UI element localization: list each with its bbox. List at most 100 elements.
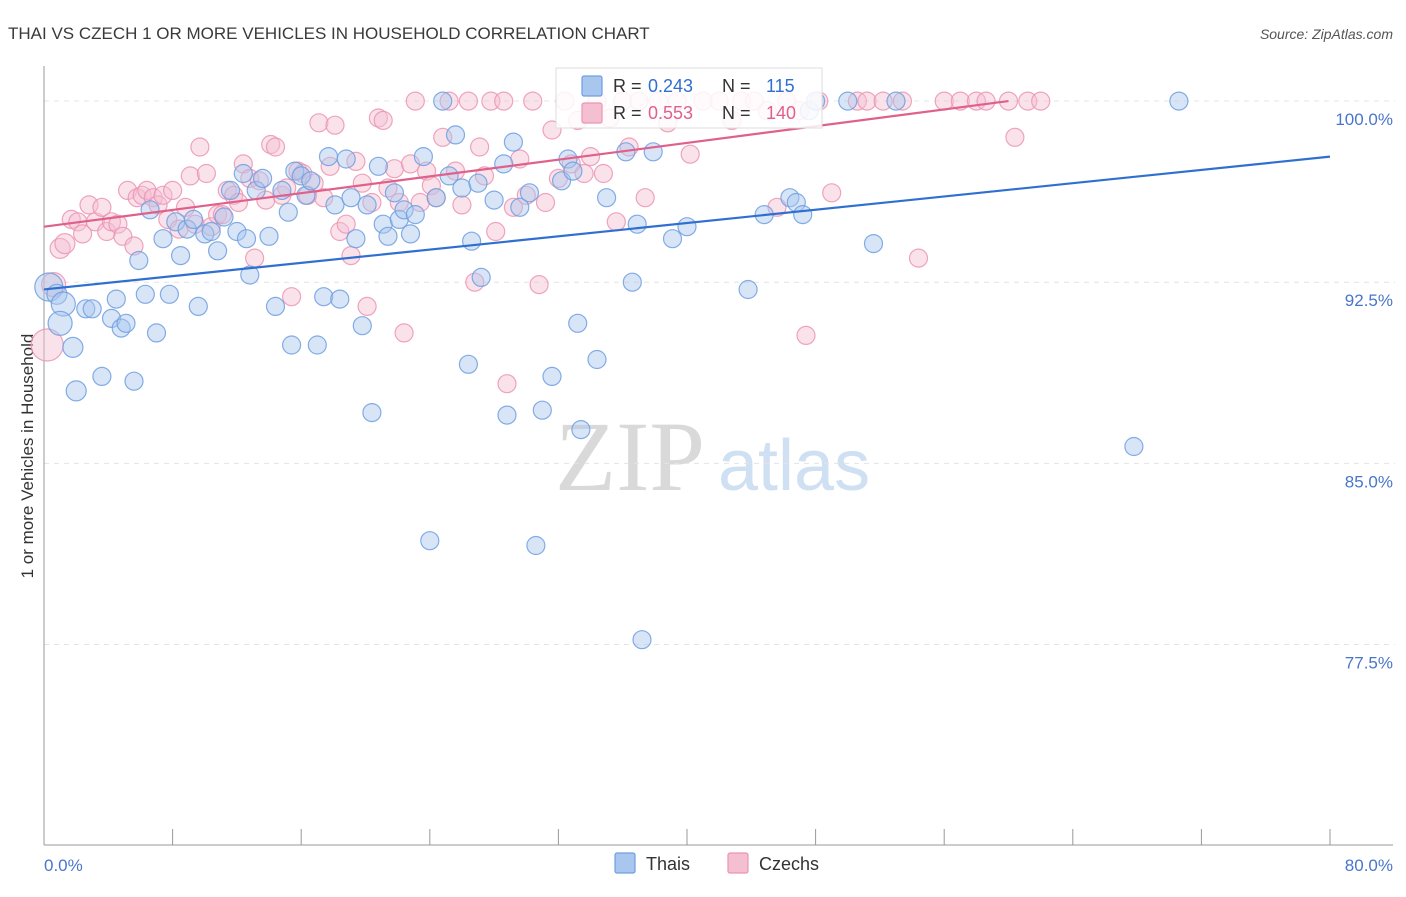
legend-n-value-czechs: 140 <box>766 103 796 123</box>
point-thais-83 <box>542 366 562 386</box>
bottom-legend-swatch-thais[interactable] <box>614 852 636 874</box>
point-thais-76 <box>494 154 514 174</box>
point-thais-88 <box>568 313 588 333</box>
point-czechs-82 <box>486 221 506 242</box>
bottom-legend-label-czechs[interactable]: Czechs <box>759 854 819 874</box>
chart-title: THAI VS CZECH 1 OR MORE VEHICLES IN HOUS… <box>8 24 650 43</box>
point-czechs-9 <box>92 197 112 217</box>
point-czechs-83 <box>494 91 514 111</box>
stats-legend: R = 0.243 N = 115 R = 0.553 N = 140 <box>555 67 823 129</box>
point-thais-92 <box>622 272 642 292</box>
point-thais-49 <box>330 289 350 309</box>
point-thais-77 <box>497 405 517 425</box>
point-czechs-58 <box>352 173 372 193</box>
point-czechs-132 <box>1005 127 1025 147</box>
point-thais-90 <box>596 188 617 208</box>
point-czechs-30 <box>201 217 221 237</box>
point-czechs-109 <box>680 144 700 164</box>
point-czechs-59 <box>357 296 377 316</box>
point-czechs-74 <box>439 91 459 111</box>
point-thais-71 <box>458 354 478 374</box>
point-czechs-6 <box>72 224 93 244</box>
point-czechs-85 <box>503 197 524 217</box>
point-czechs-16 <box>127 188 147 208</box>
point-thais-96 <box>662 229 683 249</box>
point-thais-102 <box>793 205 813 225</box>
point-thais-2 <box>50 291 76 317</box>
point-thais-75 <box>484 190 504 210</box>
point-thais-87 <box>571 420 591 440</box>
point-thais-54 <box>357 195 377 215</box>
point-thais-37 <box>265 296 286 316</box>
y-tick-label-1: 92.5% <box>1345 291 1393 310</box>
point-thais-59 <box>384 183 404 203</box>
point-czechs-21 <box>153 185 173 205</box>
point-czechs-45 <box>282 287 302 307</box>
point-thais-64 <box>413 147 433 167</box>
point-thais-53 <box>352 316 372 336</box>
point-thais-73 <box>468 173 488 193</box>
point-thais-28 <box>214 207 234 227</box>
point-thais-17 <box>146 323 167 343</box>
axes <box>43 66 1393 846</box>
series-legend: Thais Czechs <box>614 852 819 874</box>
point-czechs-134 <box>1031 91 1051 111</box>
point-thais-12 <box>116 313 136 333</box>
point-czechs-80 <box>474 166 495 186</box>
point-thais-86 <box>563 161 583 181</box>
legend-n-label-thais: N = <box>722 76 751 96</box>
point-czechs-128 <box>950 91 970 111</box>
point-thais-42 <box>291 166 311 186</box>
point-thais-82 <box>532 400 552 420</box>
bottom-legend-label-thais[interactable]: Thais <box>646 854 690 874</box>
point-thais-29 <box>220 180 241 200</box>
point-czechs-55 <box>336 214 356 234</box>
point-czechs-77 <box>458 91 478 111</box>
point-thais-27 <box>208 241 228 261</box>
point-thais-109 <box>1169 91 1189 111</box>
y-tick-label-0: 100.0% <box>1335 110 1393 129</box>
legend-r-label-thais: R = <box>613 76 642 96</box>
trend-line-thais <box>43 155 1331 291</box>
point-thais-51 <box>341 188 361 208</box>
point-thais-18 <box>153 229 173 249</box>
point-czechs-28 <box>190 137 210 157</box>
point-czechs-130 <box>976 91 996 111</box>
point-thais-107 <box>886 91 906 111</box>
point-czechs-26 <box>180 166 200 186</box>
legend-swatch-czechs <box>581 102 603 124</box>
point-czechs-62 <box>373 110 393 131</box>
point-thais-50 <box>336 149 356 169</box>
point-thais-21 <box>171 246 191 266</box>
point-czechs-38 <box>245 248 265 268</box>
point-thais-33 <box>240 265 260 285</box>
point-czechs-15 <box>124 236 144 256</box>
point-czechs-66 <box>394 323 414 343</box>
point-thais-98 <box>738 279 758 300</box>
point-thais-15 <box>135 284 155 304</box>
point-czechs-3 <box>54 233 76 255</box>
bottom-legend-swatch-czechs[interactable] <box>727 852 749 874</box>
point-thais-67 <box>433 91 453 111</box>
point-thais-58 <box>378 226 398 246</box>
point-czechs-79 <box>470 137 490 157</box>
point-thais-72 <box>462 231 482 251</box>
point-czechs-101 <box>606 212 626 232</box>
point-thais-6 <box>76 299 96 319</box>
point-thais-16 <box>140 200 160 220</box>
point-thais-19 <box>159 284 179 304</box>
point-czechs-99 <box>593 163 614 184</box>
point-czechs-52 <box>320 156 340 176</box>
point-thais-63 <box>405 205 425 225</box>
point-czechs-96 <box>574 163 594 184</box>
point-czechs-87 <box>516 185 536 205</box>
point-czechs-127 <box>934 91 954 111</box>
point-czechs-14 <box>117 180 138 200</box>
x-tick-label-0: 0.0% <box>44 856 83 875</box>
point-thais-48 <box>325 195 345 215</box>
data-points <box>30 91 1189 650</box>
point-thais-47 <box>318 147 339 167</box>
y-tick-labels: 100.0% 92.5% 85.0% 77.5% <box>1335 110 1393 672</box>
point-thais-93 <box>627 214 647 234</box>
point-thais-4 <box>62 336 84 358</box>
